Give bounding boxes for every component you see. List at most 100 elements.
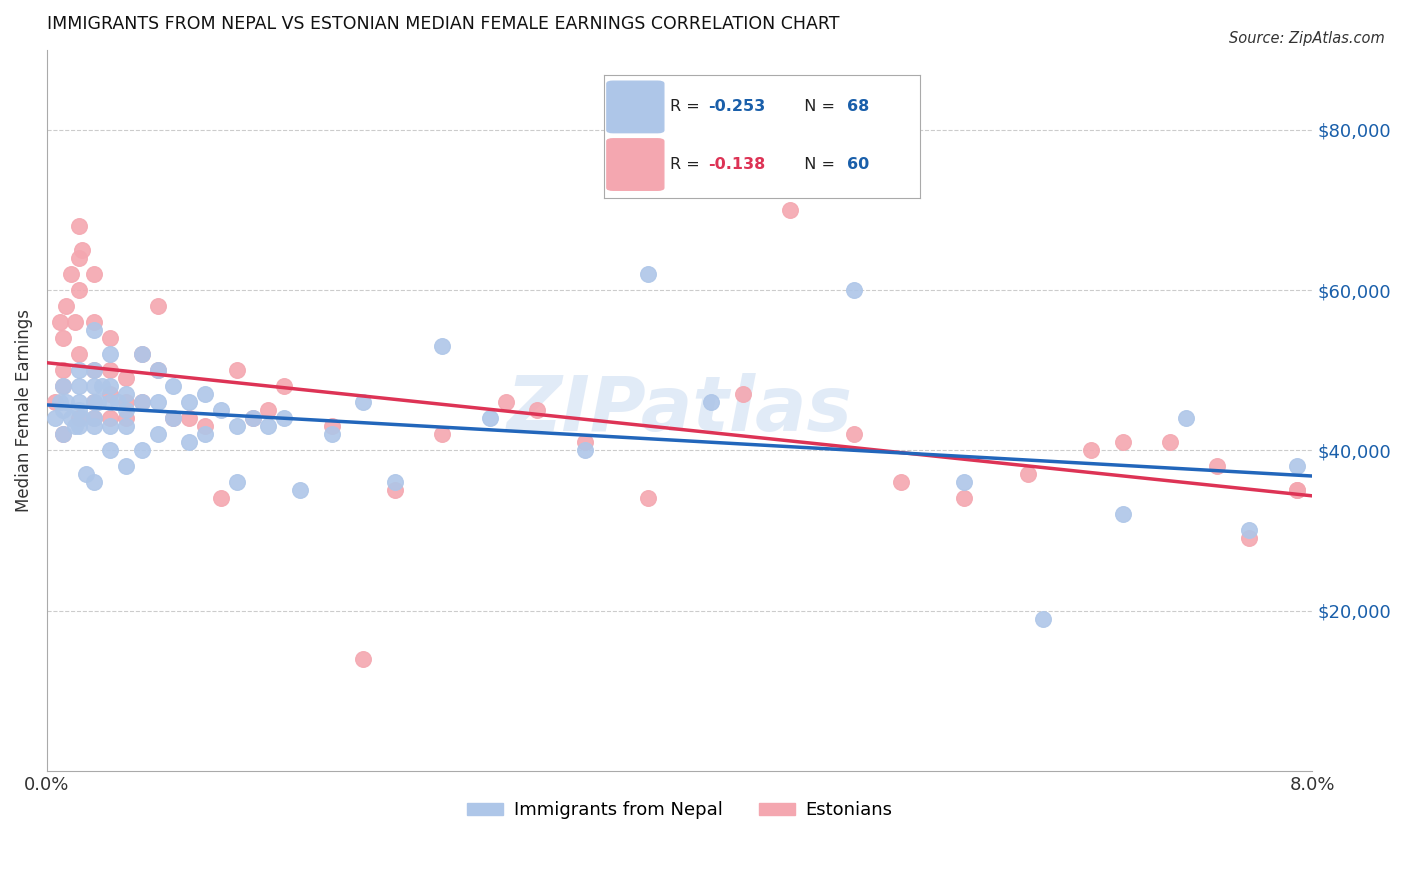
Point <box>83 323 105 337</box>
Point <box>574 435 596 450</box>
Point <box>179 395 201 409</box>
Point <box>65 315 87 329</box>
Point <box>98 411 121 425</box>
Point <box>67 347 90 361</box>
Point <box>52 379 75 393</box>
Point <box>194 387 217 401</box>
Point <box>1285 483 1308 498</box>
Point <box>67 395 90 409</box>
Point <box>98 363 121 377</box>
Point <box>70 411 93 425</box>
Point <box>98 331 121 345</box>
Point <box>48 315 70 329</box>
Point <box>225 363 247 377</box>
Point <box>352 395 374 409</box>
Point <box>98 347 121 361</box>
Point <box>1206 459 1229 474</box>
Point <box>83 379 105 393</box>
Point <box>352 651 374 665</box>
Point <box>1032 611 1054 625</box>
Point <box>257 419 280 434</box>
Point <box>257 403 280 417</box>
Point <box>288 483 311 498</box>
Point <box>890 475 912 490</box>
Point <box>83 267 105 281</box>
Point <box>67 403 90 417</box>
Point <box>225 419 247 434</box>
Point <box>574 443 596 458</box>
Point <box>384 475 406 490</box>
Point <box>59 411 82 425</box>
Point <box>209 491 232 506</box>
Point <box>162 411 184 425</box>
Point <box>162 379 184 393</box>
Point <box>146 299 169 313</box>
Point <box>98 387 121 401</box>
Point <box>1111 508 1133 522</box>
Point <box>52 427 75 442</box>
Point <box>83 363 105 377</box>
Point <box>67 419 90 434</box>
Point <box>107 395 129 409</box>
Point <box>146 363 169 377</box>
Point <box>55 395 77 409</box>
Point <box>52 403 75 417</box>
Point <box>1174 411 1197 425</box>
Point <box>321 419 343 434</box>
Point <box>70 243 93 257</box>
Point <box>48 395 70 409</box>
Point <box>842 283 865 297</box>
Point <box>91 379 114 393</box>
Point <box>44 395 66 409</box>
Point <box>83 395 105 409</box>
Point <box>115 371 138 385</box>
Point <box>67 283 90 297</box>
Text: Source: ZipAtlas.com: Source: ZipAtlas.com <box>1229 31 1385 46</box>
Point <box>131 347 153 361</box>
Point <box>67 219 90 233</box>
Point <box>83 315 105 329</box>
Point <box>52 427 75 442</box>
Point <box>478 411 501 425</box>
Point <box>1080 443 1102 458</box>
Point <box>179 435 201 450</box>
Point <box>115 419 138 434</box>
Point <box>700 395 723 409</box>
Point <box>131 347 153 361</box>
Point <box>432 427 454 442</box>
Point <box>83 419 105 434</box>
Point <box>65 419 87 434</box>
Point <box>242 411 264 425</box>
Point <box>98 443 121 458</box>
Point <box>115 459 138 474</box>
Point <box>842 427 865 442</box>
Point <box>1285 483 1308 498</box>
Point <box>52 379 75 393</box>
Point <box>83 395 105 409</box>
Point <box>384 483 406 498</box>
Point <box>146 363 169 377</box>
Legend: Immigrants from Nepal, Estonians: Immigrants from Nepal, Estonians <box>460 794 900 827</box>
Point <box>495 395 517 409</box>
Point <box>83 411 105 425</box>
Point <box>115 387 138 401</box>
Point <box>179 411 201 425</box>
Point <box>115 403 138 417</box>
Point <box>67 379 90 393</box>
Point <box>86 395 108 409</box>
Point <box>1237 524 1260 538</box>
Point <box>98 419 121 434</box>
Text: ZIPatlas: ZIPatlas <box>506 373 852 447</box>
Point <box>83 363 105 377</box>
Point <box>55 299 77 313</box>
Point <box>194 427 217 442</box>
Point <box>225 475 247 490</box>
Point <box>953 491 976 506</box>
Point <box>67 411 90 425</box>
Point <box>67 363 90 377</box>
Point <box>731 387 754 401</box>
Point <box>194 419 217 434</box>
Point <box>146 427 169 442</box>
Point <box>209 403 232 417</box>
Point <box>59 267 82 281</box>
